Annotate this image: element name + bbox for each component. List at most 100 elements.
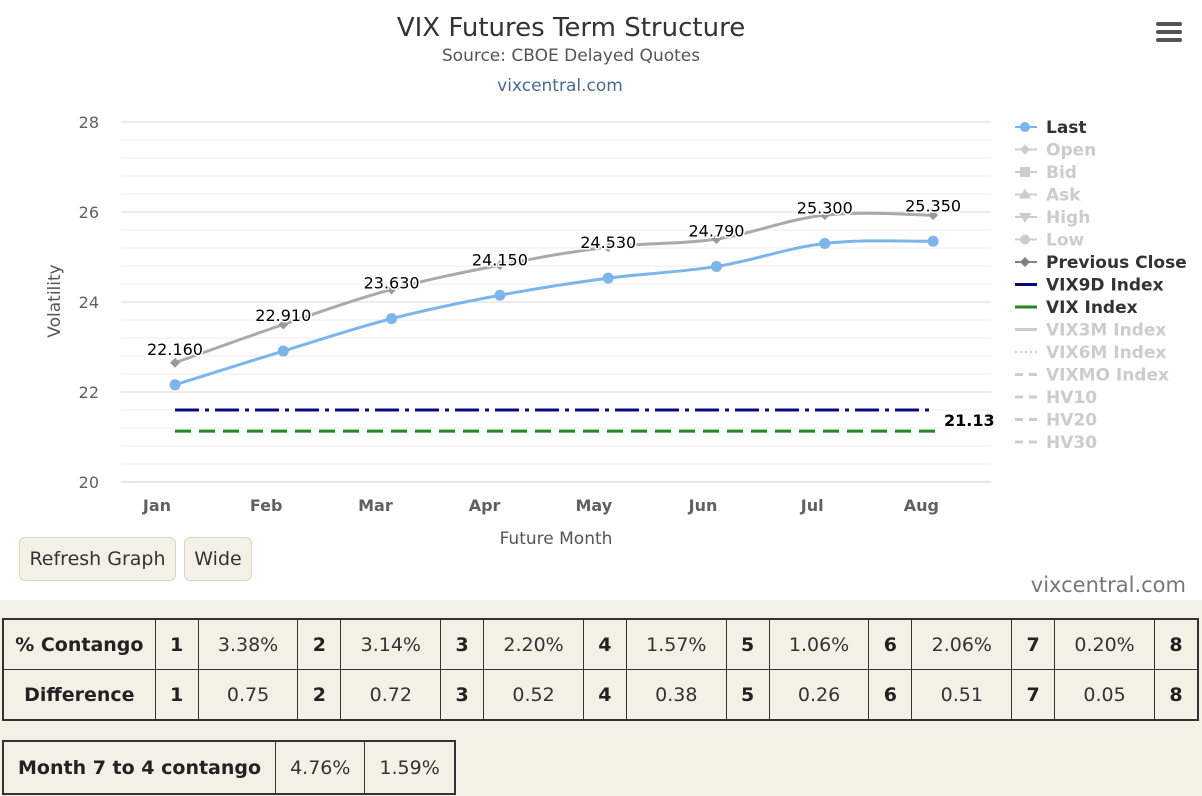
month-number-cell: 8 [1153, 618, 1199, 670]
previous-close-point [603, 242, 614, 253]
previous-close-point [170, 357, 180, 368]
legend-item[interactable]: VIX9D Index [1015, 276, 1164, 296]
value-cell: 3.38% [197, 618, 299, 670]
legend-item[interactable]: Open [1015, 141, 1096, 161]
last-point[interactable] [602, 272, 614, 284]
last-data-label: 23.630 [364, 274, 420, 293]
chart-panel: VIX Futures Term Structure Source: CBOE … [0, 0, 1202, 600]
month-number-cell: 2 [297, 669, 342, 721]
month-number-cell: 3 [440, 669, 485, 721]
site-credit-link[interactable]: vixcentral.com [497, 76, 623, 96]
previous-close-point [711, 234, 722, 244]
value-cell: 0.72 [340, 669, 442, 721]
legend-label: VIX3M Index [1046, 321, 1166, 341]
legend-item[interactable]: HV10 [1015, 388, 1097, 408]
previous-close-point [494, 260, 505, 271]
legend-label: Previous Close [1046, 253, 1187, 273]
legend-item[interactable]: Bid [1015, 163, 1077, 183]
last-point[interactable] [169, 379, 181, 391]
last-data-label: 25.300 [797, 199, 853, 218]
y-axis-ticks: 20 22 24 26 28 [79, 113, 99, 492]
hamburger-menu-icon[interactable] [1156, 22, 1182, 44]
x-tick-label: Aug [904, 496, 939, 515]
legend-label: Open [1046, 141, 1096, 161]
row-label: Difference [2, 669, 156, 721]
refresh-graph-button[interactable]: Refresh Graph [19, 537, 176, 581]
wide-button[interactable]: Wide [184, 537, 252, 581]
month-number-cell: 6 [868, 669, 913, 721]
legend-item[interactable]: VIX Index [1015, 298, 1138, 318]
legend-item[interactable]: Low [1015, 231, 1085, 251]
month-contango-label: Month 7 to 4 contango [2, 740, 277, 795]
value-cell: 1.57% [625, 618, 727, 670]
legend-square-icon [1020, 167, 1030, 177]
last-data-label: 24.530 [580, 233, 636, 252]
last-data-label: 24.150 [472, 250, 528, 269]
last-point[interactable] [927, 235, 939, 247]
month-number-cell: 7 [1011, 669, 1056, 721]
x-tick-label: Jun [688, 496, 718, 515]
legend-item[interactable]: VIX6M Index [1015, 343, 1166, 363]
value-cell: 0.52 [483, 669, 584, 721]
previous-close-point [928, 210, 939, 221]
x-tick-label: Feb [250, 496, 283, 515]
legend-label: Low [1046, 231, 1085, 251]
legend-item[interactable]: Previous Close [1015, 253, 1187, 273]
month-number-cell: 8 [1153, 669, 1199, 721]
last-data-label: 22.160 [147, 340, 203, 359]
x-tick-label: Jan [142, 496, 171, 515]
legend-label: VIXMO Index [1046, 366, 1169, 386]
legend-triangle-icon [1019, 188, 1031, 199]
last-point[interactable] [277, 345, 289, 357]
legend-item[interactable]: VIXMO Index [1015, 366, 1169, 386]
last-point[interactable] [386, 313, 398, 325]
last-point[interactable] [819, 238, 831, 249]
legend-triangle-down-icon [1019, 213, 1031, 223]
last-point[interactable] [494, 289, 506, 301]
y-tick-label: 20 [79, 473, 99, 492]
x-axis-title: Future Month [500, 529, 613, 549]
legend-circle-icon [1020, 122, 1030, 132]
vix-index-data-label: 21.13 [944, 411, 995, 430]
legend-item[interactable]: Last [1015, 118, 1087, 138]
series-layer: 21.13 22.160 22.910 23.630 24.150 24.530 24.79… [146, 195, 996, 433]
legend-diamond-icon [1020, 144, 1030, 155]
value-cell: 0.38 [625, 669, 727, 721]
y-tick-label: 22 [79, 383, 99, 402]
last-data-label: 22.910 [255, 306, 311, 325]
month-contango-value: 1.59% [364, 740, 456, 795]
value-cell: 0.75 [197, 669, 299, 721]
x-tick-label: Jul [800, 496, 824, 515]
legend-label: Last [1046, 118, 1087, 138]
month-number-cell: 3 [440, 618, 485, 670]
value-cell: 2.20% [483, 618, 584, 670]
legend-item[interactable]: Ask [1015, 186, 1081, 206]
y-tick-label: 26 [79, 203, 99, 222]
legend-label: HV20 [1046, 411, 1097, 431]
last-data-label: 25.350 [905, 196, 961, 215]
chart-svg: VIX Futures Term Structure Source: CBOE … [45, 13, 1187, 549]
month-contango-value: 4.76% [275, 740, 366, 795]
legend-item[interactable]: High [1015, 208, 1090, 228]
watermark: vixcentral.com [1030, 573, 1186, 597]
legend-label: VIX6M Index [1046, 343, 1166, 363]
table-row: Month 7 to 4 contango 4.76% 1.59% [2, 740, 456, 795]
table-row: % Contango 1 3.38% 2 3.14% 3 2.20% 4 1.57% 5 1.06%… [2, 618, 1199, 670]
value-cell: 0.20% [1054, 618, 1155, 670]
legend-label: High [1046, 208, 1090, 228]
last-point[interactable] [711, 260, 722, 272]
y-tick-label: 24 [79, 293, 99, 312]
legend-item[interactable]: HV20 [1015, 411, 1097, 431]
month-number-cell: 4 [582, 669, 627, 721]
month-number-cell: 5 [725, 669, 770, 721]
x-tick-label: Apr [469, 496, 501, 515]
value-cell: 3.14% [340, 618, 442, 670]
legend-item[interactable]: HV30 [1015, 433, 1097, 453]
legend-item[interactable]: VIX3M Index [1015, 321, 1166, 341]
last-data-label: 24.790 [689, 221, 745, 240]
month-number-cell: 6 [868, 618, 913, 670]
month-number-cell: 7 [1011, 618, 1056, 670]
month-number-cell: 4 [582, 618, 627, 670]
last-line [174, 239, 934, 387]
